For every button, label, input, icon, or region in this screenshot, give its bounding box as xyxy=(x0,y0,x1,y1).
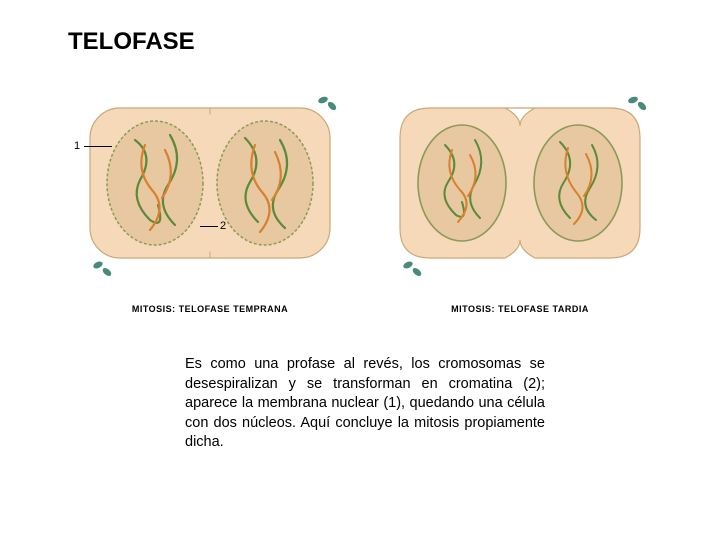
cell-early-svg xyxy=(80,90,340,290)
centriole-pair-right xyxy=(317,95,337,111)
panel-late-telophase: MITOSIS: TELOFASE TARDIA xyxy=(390,90,650,290)
label-2: 2 xyxy=(220,220,226,232)
nucleus-left-late xyxy=(418,125,506,241)
description-text: Es como una profase al revés, los cromos… xyxy=(185,355,545,453)
centriole-pair-left xyxy=(92,260,113,277)
centriole-pair-right-late xyxy=(627,95,647,111)
label-1: 1 xyxy=(74,140,80,152)
nucleus-left xyxy=(107,121,203,245)
caption-early: MITOSIS: TELOFASE TEMPRANA xyxy=(80,304,340,314)
panel-early-telophase: 1 2 MITOSIS: TELOFASE TEMPRANA xyxy=(80,90,340,290)
caption-late: MITOSIS: TELOFASE TARDIA xyxy=(390,304,650,314)
centriole-pair-left-late xyxy=(402,260,423,277)
diagram-area: 1 2 MITOSIS: TELOFASE TEMPRANA xyxy=(60,90,660,320)
label-2-line xyxy=(200,226,218,227)
label-1-line xyxy=(84,146,112,147)
page-title: TELOFASE xyxy=(68,28,195,56)
nucleus-right-late xyxy=(534,125,622,241)
cell-late-svg xyxy=(390,90,650,290)
